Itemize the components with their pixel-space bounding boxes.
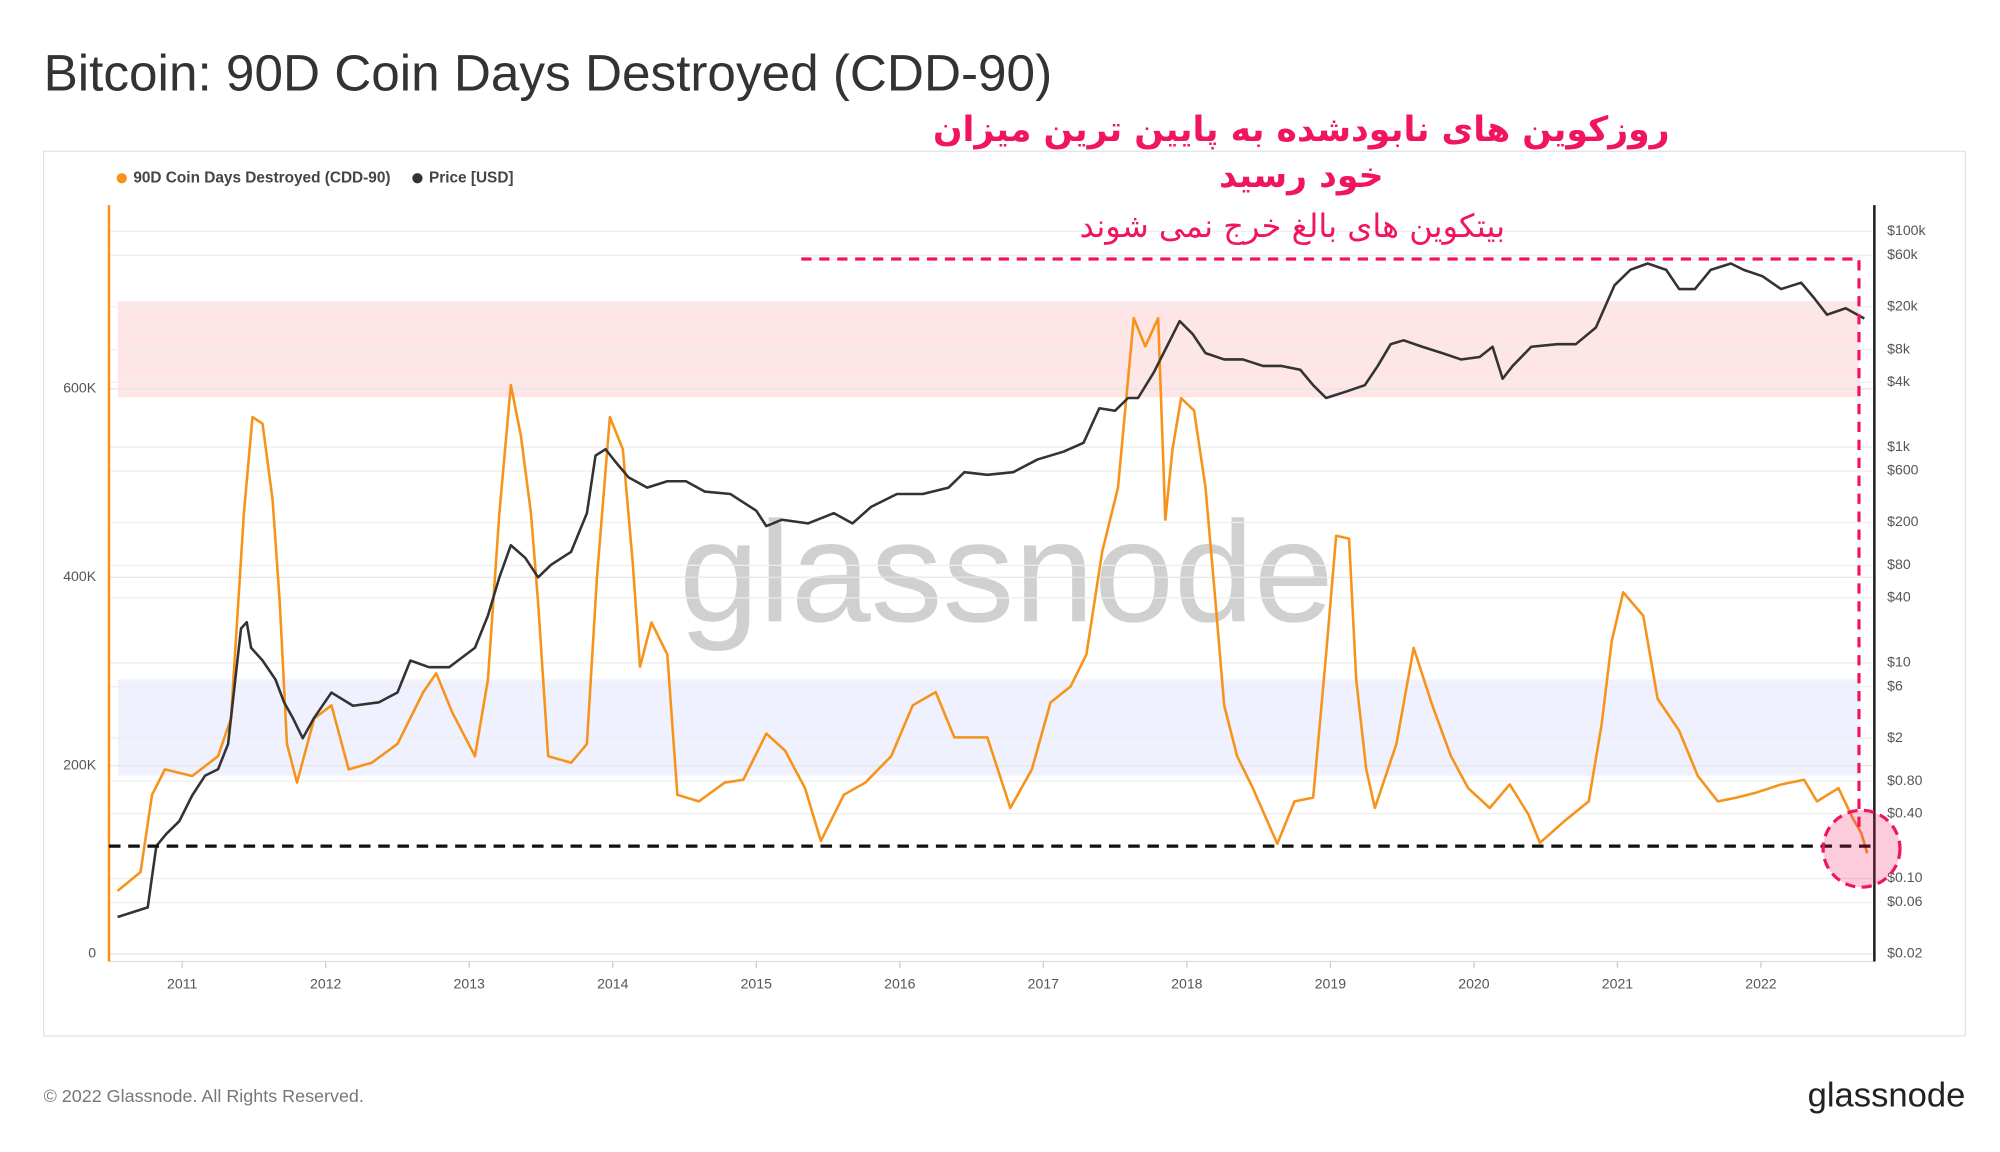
- x-tick-label: 2020: [1458, 975, 1490, 991]
- series-line: [117, 262, 1865, 919]
- x-tick-label: 2016: [884, 975, 916, 991]
- y2-tick-label: $6: [1887, 677, 1903, 693]
- headline: خود رسید: [1219, 156, 1384, 196]
- y2-tick-label: $1k: [1887, 438, 1911, 454]
- y2-tick-label: $40: [1887, 589, 1911, 605]
- y2-tick-label: $0.80: [1887, 772, 1922, 788]
- plot: $100k $60k $20k $8k $4k $1k $600 $200 $80 $40 $10 $…: [63, 169, 1926, 991]
- legend-swatch: [412, 173, 423, 184]
- y2-tick-label: $80: [1887, 556, 1911, 572]
- x-tick-label: 2014: [597, 975, 629, 991]
- y2-tick-label: $8k: [1887, 340, 1911, 356]
- y2-tick-label: $0.40: [1887, 804, 1922, 820]
- y-tick-label: 600K: [63, 380, 97, 396]
- x-tick-label: 2019: [1315, 975, 1347, 991]
- y2-tick-label: $20k: [1887, 297, 1919, 313]
- y2-tick-label: $600: [1887, 462, 1919, 478]
- y2-tick-label: $10: [1887, 654, 1911, 670]
- series-line: [116, 316, 1869, 892]
- low-band: [117, 679, 1859, 776]
- y2-tick-label: $4k: [1887, 373, 1911, 389]
- legend-label: 90D Coin Days Destroyed (CDD-90): [133, 169, 390, 186]
- x-tick-label: 2022: [1745, 975, 1777, 991]
- legend-label: Price [USD]: [429, 169, 514, 186]
- y2-tick-label: $60k: [1887, 246, 1919, 262]
- y2-tick-label: $100k: [1887, 222, 1926, 238]
- y2-tick-label: $200: [1887, 513, 1919, 529]
- y-tick-label: 400K: [63, 568, 97, 584]
- x-tick-label: 2017: [1028, 975, 1060, 991]
- x-tick-label: 2013: [454, 975, 486, 991]
- chart-frame: [42, 150, 1967, 1037]
- x-tick-label: 2012: [310, 975, 342, 991]
- subtitle: بیتکوین های بالغ خرج نمی شوند: [1080, 207, 1505, 245]
- watermark: glassnode: [679, 492, 1334, 652]
- highlight-circle: [1821, 808, 1902, 889]
- logo: glassnode: [1808, 1077, 1966, 1115]
- grid: [108, 230, 1875, 955]
- y2-tick-label: $0.06: [1887, 893, 1922, 909]
- x-tick-label: 2015: [741, 975, 773, 991]
- y-tick-label: 200K: [63, 756, 97, 772]
- highlight-line: [801, 257, 1861, 834]
- y2-tick-label: $2: [1887, 729, 1903, 745]
- chart-title: Bitcoin: 90D Coin Days Destroyed (CDD-90…: [44, 44, 1053, 101]
- y2-tick-label: $0.02: [1887, 945, 1922, 961]
- y-tick-label: 0: [88, 945, 96, 961]
- x-tick-label: 2018: [1171, 975, 1203, 991]
- x-tick-label: 2021: [1602, 975, 1634, 991]
- copyright: © 2022 Glassnode. All Rights Reserved.: [44, 1086, 364, 1106]
- x-tick-label: 2011: [167, 975, 197, 991]
- y2-tick-label: $0.10: [1887, 869, 1922, 885]
- headline: روزکوین های نابودشده به پایین ترین میزان: [933, 110, 1670, 150]
- legend-swatch: [116, 173, 127, 184]
